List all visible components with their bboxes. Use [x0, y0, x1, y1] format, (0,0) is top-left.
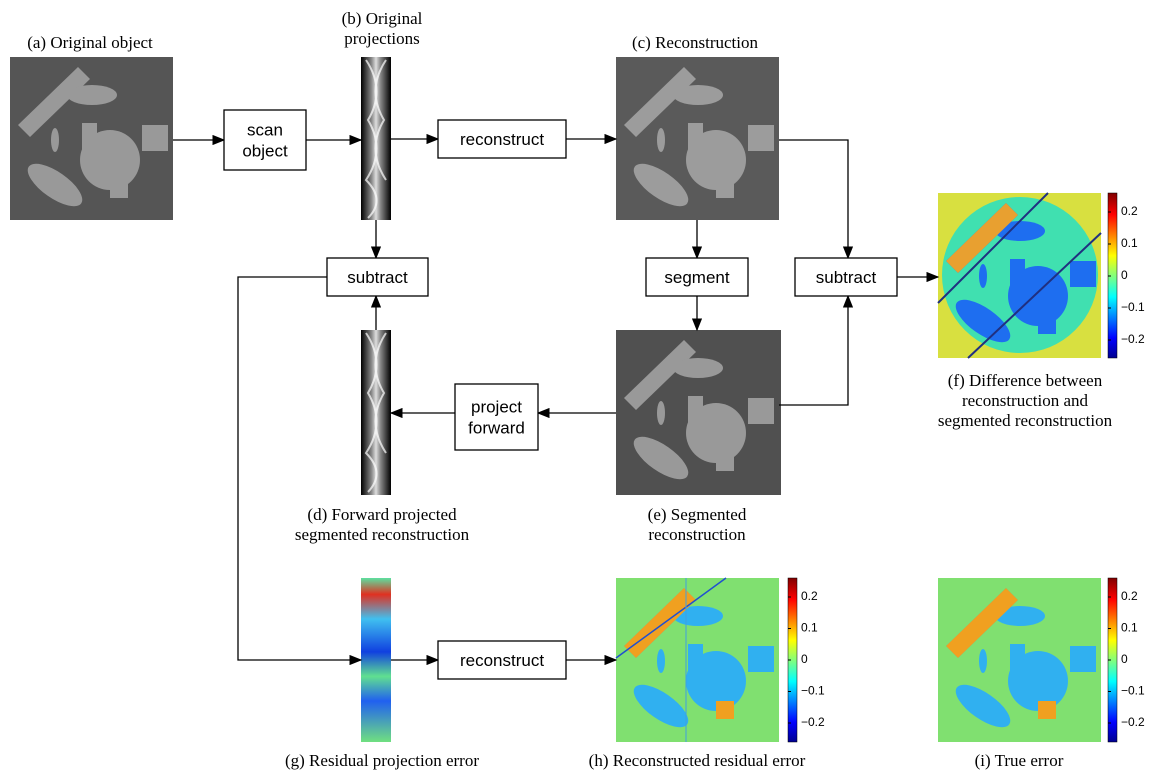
- colorbar-label: −0.2: [1121, 332, 1145, 346]
- colorbar-label: 0.1: [1121, 236, 1138, 250]
- caption: (g) Residual projection error: [285, 751, 479, 770]
- caption: (h) Reconstructed residual error: [589, 751, 806, 770]
- image-c: [616, 57, 779, 220]
- page: (a) Original object (b) Originalprojectio…: [0, 0, 1151, 770]
- colorbar-label: 0.1: [1121, 621, 1138, 635]
- caption: reconstruction: [648, 525, 746, 544]
- colorbar-label: −0.1: [1121, 300, 1145, 314]
- box-label: project: [471, 398, 522, 417]
- caption: projections: [344, 29, 420, 48]
- diagram: (a) Original object (b) Originalprojectio…: [0, 0, 1151, 770]
- process-box: [455, 384, 538, 450]
- strip-b: [361, 57, 391, 220]
- strip-d: [361, 330, 391, 495]
- box-label: forward: [468, 419, 525, 438]
- box-label: reconstruct: [460, 651, 544, 670]
- caption: reconstruction and: [962, 391, 1089, 410]
- caption: (e) Segmented: [648, 505, 747, 524]
- caption: (c) Reconstruction: [632, 33, 759, 52]
- colorbar-label: −0.2: [801, 715, 825, 729]
- box-label: reconstruct: [460, 130, 544, 149]
- image-h: [616, 578, 779, 742]
- colorbar-label: 0.1: [801, 621, 818, 635]
- colorbar-label: 0: [801, 652, 808, 666]
- colorbar-label: 0: [1121, 268, 1128, 282]
- image-a: [10, 57, 173, 220]
- colorbar-label: −0.1: [1121, 684, 1145, 698]
- box-label: subtract: [816, 268, 877, 287]
- caption: (i) True error: [975, 751, 1064, 770]
- colorbar-label: 0: [1121, 652, 1128, 666]
- strip-g: [361, 578, 391, 742]
- colorbar-label: 0.2: [1121, 589, 1138, 603]
- caption: (d) Forward projected: [307, 505, 457, 524]
- caption: segmented reconstruction: [295, 525, 470, 544]
- image-i: [938, 578, 1101, 742]
- box-label: object: [242, 142, 288, 161]
- caption: (f) Difference between: [948, 371, 1103, 390]
- connectors: [173, 139, 938, 660]
- caption: (a) Original object: [27, 33, 153, 52]
- box-label: scan: [247, 121, 283, 140]
- colorbar-label: −0.2: [1121, 715, 1145, 729]
- colorbar-label: 0.2: [801, 589, 818, 603]
- box-label: subtract: [347, 268, 408, 287]
- colorbar-label: −0.1: [801, 684, 825, 698]
- caption: (b) Original: [342, 9, 423, 28]
- caption: segmented reconstruction: [938, 411, 1113, 430]
- image-f: [938, 193, 1101, 358]
- box-label: segment: [664, 268, 729, 287]
- process-box: [224, 110, 306, 170]
- image-e: [616, 330, 781, 495]
- colorbar-label: 0.2: [1121, 204, 1138, 218]
